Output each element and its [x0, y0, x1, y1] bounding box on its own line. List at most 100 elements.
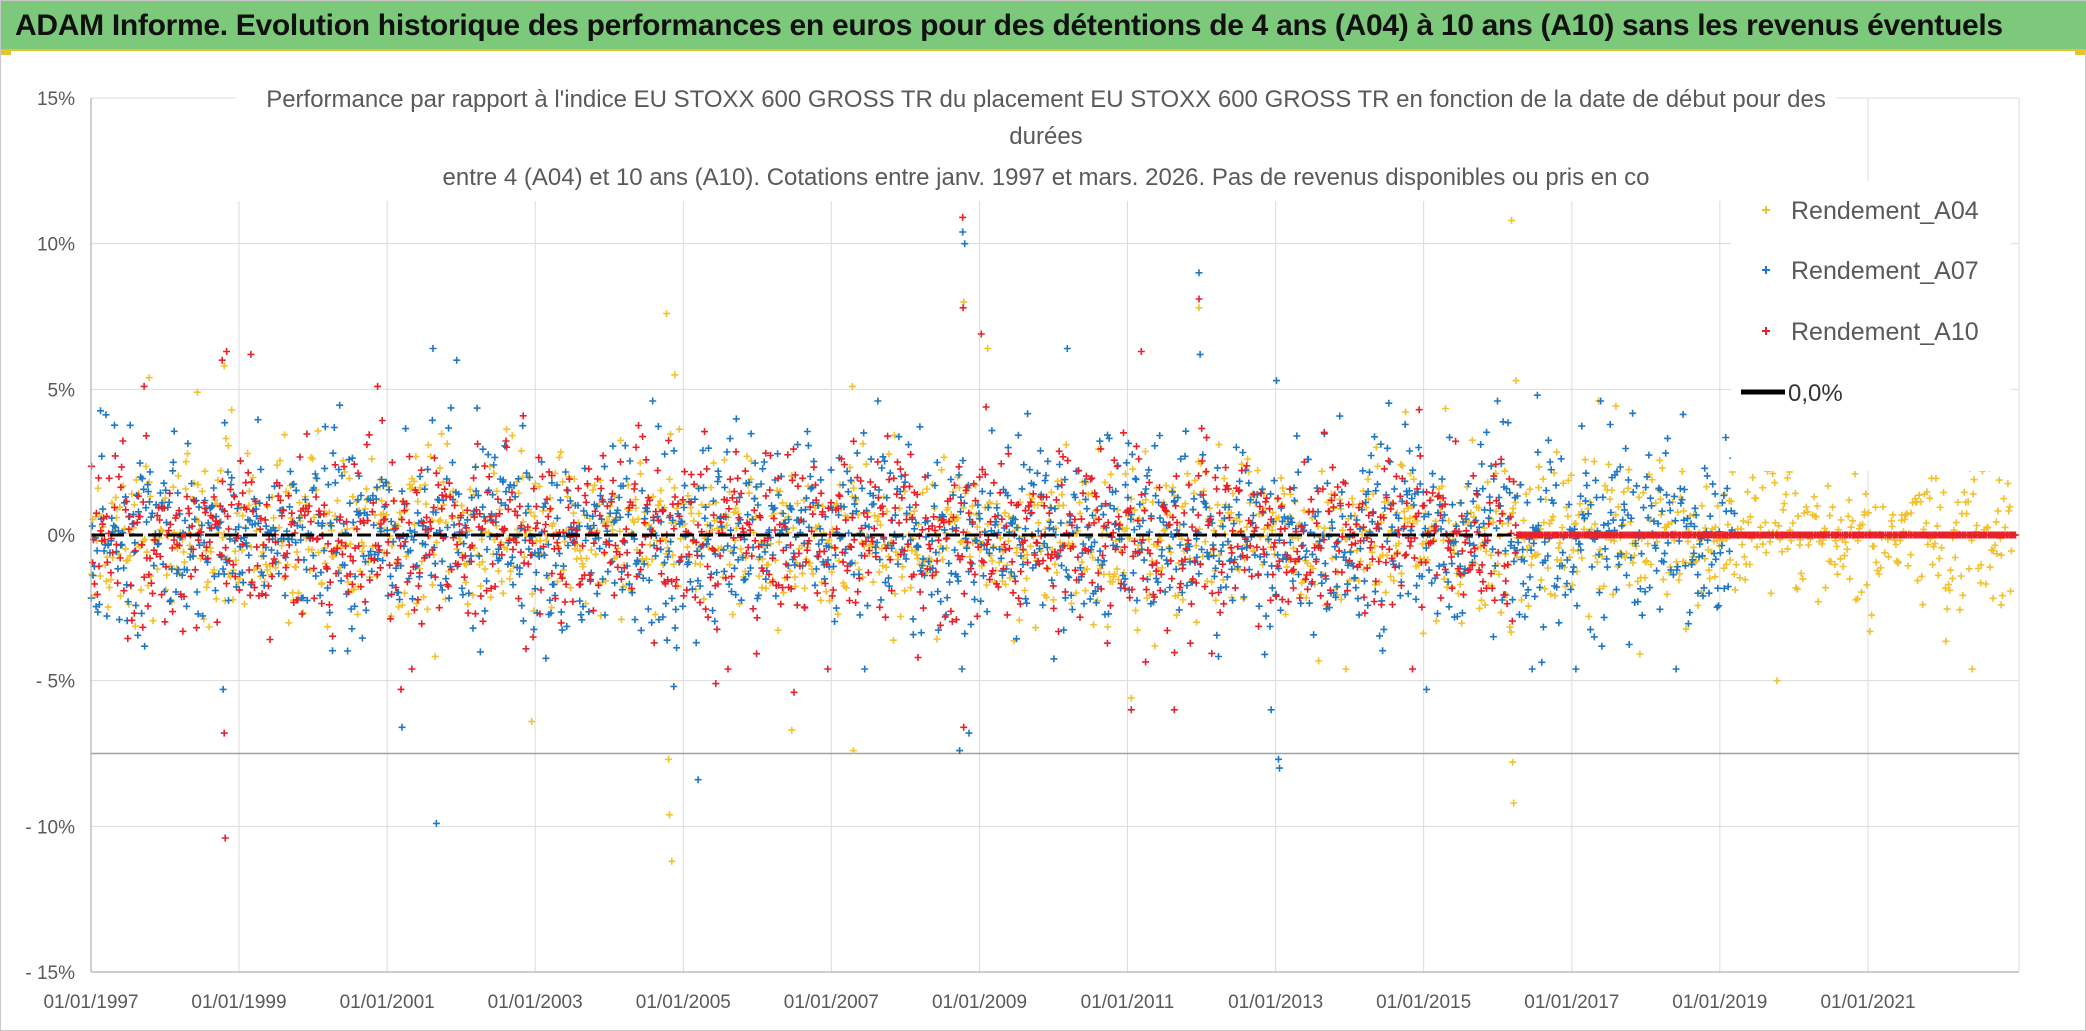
point-rendement-a07	[1270, 477, 1278, 485]
point-rendement-a07	[253, 512, 260, 520]
point-rendement-a07	[409, 595, 416, 603]
point-rendement-a07	[1479, 485, 1487, 493]
point-rendement-a07	[406, 527, 414, 534]
point-rendement-a07	[806, 473, 814, 480]
point-rendement-a04	[1827, 558, 1835, 566]
point-rendement-a07	[586, 525, 594, 533]
point-rendement-a10	[109, 549, 117, 557]
point-rendement-a10	[970, 480, 978, 488]
point-rendement-a07	[1519, 546, 1527, 554]
point-rendement-a04	[1863, 581, 1871, 589]
point-rendement-a04	[745, 489, 753, 497]
point-rendement-a10	[704, 563, 712, 570]
point-rendement-a10	[922, 514, 930, 522]
point-rendement-a10	[112, 541, 120, 549]
point-rendement-a07	[376, 524, 384, 532]
point-rendement-a07	[876, 556, 884, 564]
point-rendement-a10	[802, 558, 810, 566]
point-rendement-a10	[1116, 521, 1124, 529]
point-rendement-a10	[596, 512, 604, 520]
point-rendement-a10	[1027, 498, 1035, 506]
point-rendement-a04	[276, 457, 284, 465]
point-rendement-a07	[1383, 537, 1391, 545]
point-rendement-a04	[1834, 570, 1841, 578]
point-rendement-a07	[730, 544, 738, 552]
point-rendement-a10	[640, 519, 648, 527]
point-rendement-a07	[1499, 418, 1507, 426]
point-rendement-a04	[1046, 503, 1054, 511]
point-rendement-a04	[1829, 503, 1837, 511]
point-rendement-a10	[520, 559, 528, 567]
point-rendement-a04	[1706, 575, 1714, 582]
point-rendement-a07	[378, 476, 386, 483]
point-rendement-a07	[416, 473, 424, 480]
point-rendement-a10	[351, 544, 359, 552]
point-rendement-a04	[1653, 538, 1661, 546]
point-rendement-a04	[1506, 623, 1514, 631]
point-rendement-a04	[874, 513, 882, 521]
point-rendement-a04	[378, 497, 386, 505]
point-rendement-a10	[438, 491, 446, 499]
point-rendement-a10	[1262, 498, 1270, 506]
point-rendement-a04	[1780, 500, 1788, 508]
point-rendement-a10	[1352, 520, 1360, 528]
point-rendement-a04	[388, 542, 396, 550]
point-rendement-a07	[1526, 573, 1534, 581]
point-rendement-a04	[826, 597, 833, 605]
point-rendement-a04	[285, 619, 293, 627]
point-rendement-a04	[1963, 510, 1971, 518]
point-rendement-a10	[392, 584, 400, 591]
point-rendement-a07	[1598, 642, 1606, 650]
point-rendement-a04	[988, 557, 996, 565]
point-rendement-a04	[344, 578, 352, 586]
point-rendement-a04	[1107, 470, 1115, 478]
point-rendement-a04	[897, 613, 905, 620]
point-rendement-a10	[1368, 555, 1376, 563]
point-rendement-a10	[928, 572, 936, 580]
point-rendement-a07	[1720, 585, 1728, 592]
point-rendement-a10	[438, 505, 446, 513]
point-rendement-a07	[436, 527, 444, 534]
point-rendement-a10	[1321, 572, 1329, 580]
point-rendement-a10	[130, 520, 138, 528]
point-rendement-a10	[1356, 561, 1363, 569]
point-rendement-a10	[1161, 506, 1169, 514]
point-rendement-a07	[1036, 545, 1043, 553]
point-rendement-a10	[1009, 589, 1017, 597]
point-rendement-a07	[172, 588, 180, 596]
point-rendement-a07	[1536, 583, 1544, 591]
point-rendement-a10	[704, 613, 712, 621]
point-rendement-a10	[332, 570, 340, 577]
point-rendement-a04	[1858, 588, 1866, 596]
point-rendement-a04	[2001, 523, 2009, 531]
point-rendement-a10	[1355, 504, 1363, 512]
point-rendement-a07	[1178, 589, 1186, 596]
point-rendement-a07	[170, 427, 178, 435]
point-rendement-a07	[1588, 563, 1596, 571]
point-rendement-a10	[239, 489, 247, 497]
point-rendement-a07	[398, 723, 406, 731]
point-rendement-a04	[632, 496, 640, 504]
point-rendement-a10	[1317, 592, 1325, 600]
point-rendement-a10	[766, 486, 774, 494]
point-rendement-a07	[1616, 463, 1624, 471]
point-rendement-a10	[963, 483, 971, 491]
point-rendement-a07	[751, 459, 759, 467]
point-rendement-a10	[959, 528, 967, 536]
point-rendement-a10	[97, 527, 105, 535]
point-rendement-a04	[871, 512, 879, 520]
point-rendement-a10	[760, 537, 768, 545]
point-rendement-a07	[1265, 535, 1272, 543]
point-rendement-a10	[762, 449, 770, 457]
point-rendement-a07	[840, 503, 848, 511]
point-rendement-a10	[410, 606, 418, 614]
point-rendement-a04	[102, 577, 110, 585]
point-rendement-a04	[1888, 522, 1896, 530]
point-rendement-a07	[447, 404, 455, 412]
point-rendement-a07	[531, 585, 539, 593]
point-rendement-a07	[1663, 491, 1671, 499]
point-rendement-a07	[292, 539, 300, 547]
point-rendement-a10	[1342, 520, 1350, 528]
point-rendement-a10	[928, 522, 936, 530]
point-rendement-a07	[329, 647, 336, 655]
